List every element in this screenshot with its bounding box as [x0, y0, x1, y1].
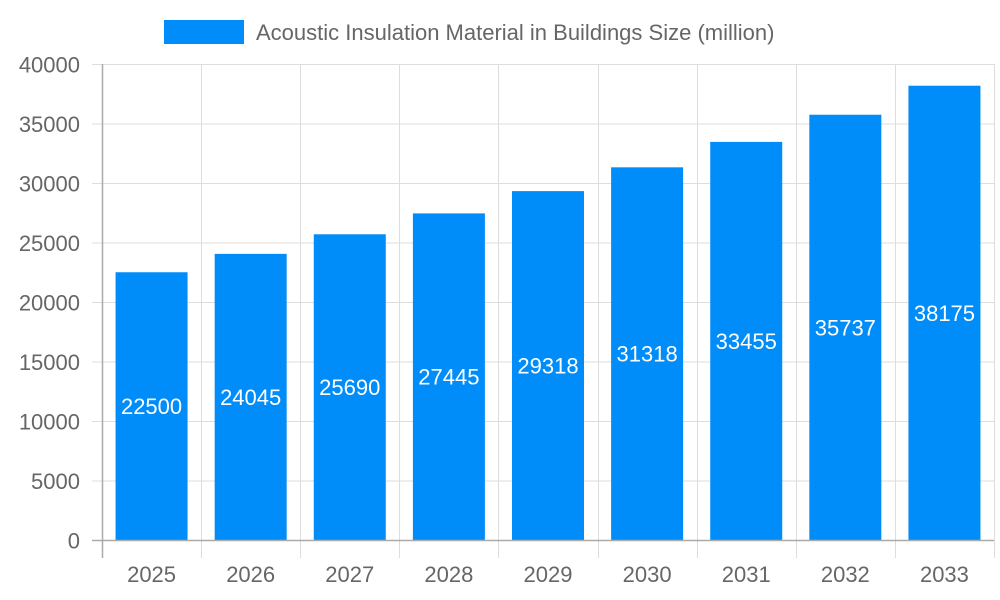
bar-2028: [412, 213, 485, 541]
x-tick-label: 2033: [920, 562, 969, 587]
x-tick-label: 2028: [424, 562, 473, 587]
data-label-2031: 33455: [716, 329, 777, 354]
y-tick-label: 5000: [31, 469, 80, 494]
data-label-2028: 27445: [418, 365, 479, 390]
bar-2026: [214, 253, 287, 540]
bar-2032: [809, 114, 882, 540]
axes: 0 5000 10000 15000 20000 25000 30000 35000 40000…: [19, 53, 994, 587]
x-tick-label: 2027: [325, 562, 374, 587]
x-tick-label: 2030: [623, 562, 672, 587]
data-label-2025: 22500: [121, 394, 182, 419]
data-label-2030: 31318: [617, 342, 678, 367]
data-label-2027: 25690: [319, 375, 380, 400]
y-tick-label: 30000: [19, 172, 80, 197]
y-tick-label: 40000: [19, 53, 80, 78]
y-tick-label: 25000: [19, 231, 80, 256]
bar-2033: [908, 85, 981, 540]
x-tick-label: 2029: [524, 562, 573, 587]
x-tick-label: 2031: [722, 562, 771, 587]
bar-2029: [512, 191, 584, 541]
bar-2030: [611, 167, 684, 540]
y-tick-label: 20000: [19, 291, 80, 316]
data-label-2026: 24045: [220, 385, 281, 410]
bars: 22500 24045 25690 27445 29318 31318 33455 35737…: [115, 85, 981, 541]
bar-2031: [710, 141, 783, 540]
legend-swatch: [164, 20, 244, 44]
y-tick-label: 35000: [19, 112, 80, 137]
data-label-2033: 38175: [914, 301, 975, 326]
legend-label: Acoustic Insulation Material in Building…: [256, 20, 774, 45]
y-tick-label: 15000: [19, 350, 80, 375]
legend[interactable]: Acoustic Insulation Material in Building…: [164, 20, 774, 45]
bar-2025: [115, 272, 188, 540]
data-label-2032: 35737: [815, 315, 876, 340]
x-tick-label: 2032: [821, 562, 870, 587]
y-tick-label: 0: [68, 529, 80, 554]
data-label-2029: 29318: [517, 354, 578, 379]
y-tick-label: 10000: [19, 410, 80, 435]
x-tick-label: 2026: [226, 562, 275, 587]
bar-2027: [313, 234, 386, 540]
x-tick-label: 2025: [127, 562, 176, 587]
